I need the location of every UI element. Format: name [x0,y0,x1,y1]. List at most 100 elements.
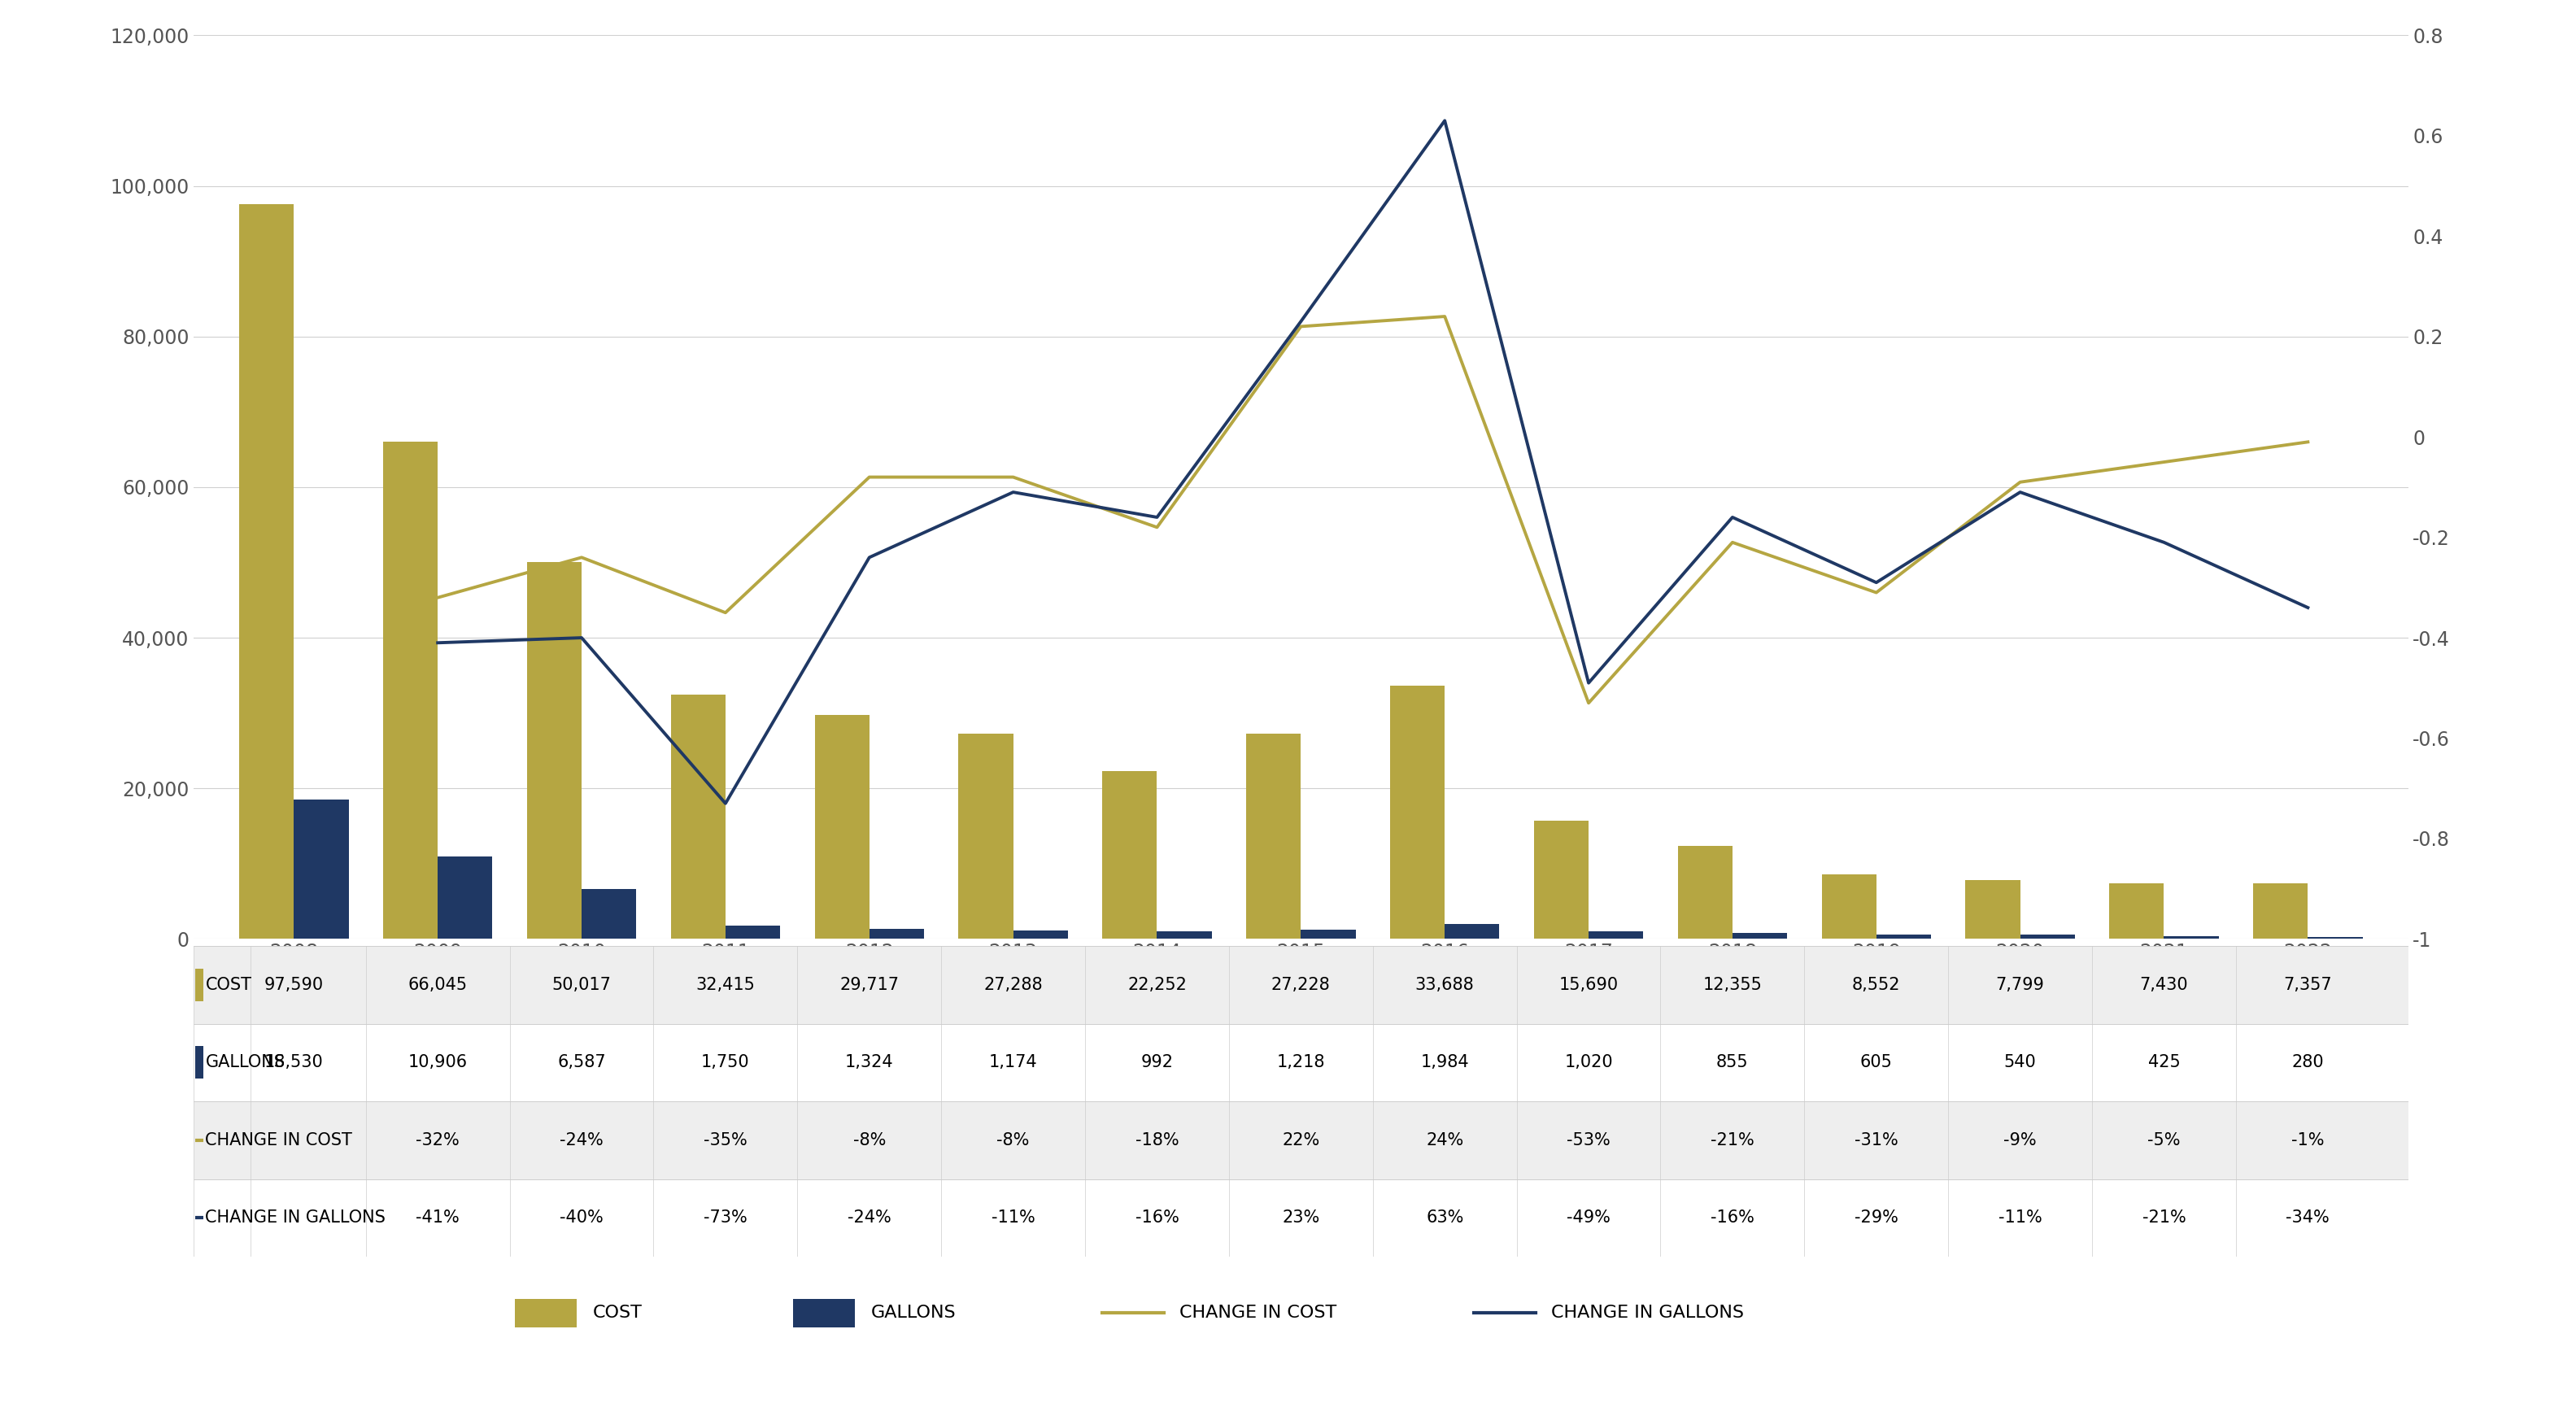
Text: 50,017: 50,017 [551,977,611,993]
Bar [438,857,492,939]
Text: -5%: -5% [2148,1132,2179,1148]
Bar [193,1179,2409,1257]
Text: -53%: -53% [1566,1132,1610,1148]
Bar [1965,880,2020,939]
Text: COST: COST [206,977,252,993]
Bar [1589,932,1643,939]
Bar [240,205,294,939]
Text: 1,174: 1,174 [989,1055,1038,1070]
Text: 10,906: 10,906 [407,1055,466,1070]
Text: 97,590: 97,590 [265,977,325,993]
Text: 22%: 22% [1283,1132,1319,1148]
Text: -41%: -41% [415,1210,459,1226]
Text: 29,717: 29,717 [840,977,899,993]
Text: 66,045: 66,045 [407,977,466,993]
Bar [868,929,925,939]
Text: GALLONS: GALLONS [871,1305,956,1322]
Text: 7,799: 7,799 [1996,977,2045,993]
Bar [384,442,438,939]
Text: 992: 992 [1141,1055,1172,1070]
Text: 1,218: 1,218 [1278,1055,1324,1070]
Bar [2020,935,2074,939]
Bar [2308,938,2362,939]
Bar [1012,931,1069,939]
Bar [294,799,348,939]
Text: 15,690: 15,690 [1558,977,1618,993]
Text: CHANGE IN COST: CHANGE IN COST [206,1132,353,1148]
Text: -35%: -35% [703,1132,747,1148]
Text: CHANGE IN GALLONS: CHANGE IN GALLONS [206,1210,386,1226]
Bar [1875,935,1932,939]
Text: -18%: -18% [1136,1132,1180,1148]
Text: 8,552: 8,552 [1852,977,1901,993]
Bar [528,562,582,939]
Bar [1391,685,1445,939]
Text: 605: 605 [1860,1055,1893,1070]
Text: 7,430: 7,430 [2141,977,2187,993]
Bar [1821,874,1875,939]
Text: 27,288: 27,288 [984,977,1043,993]
Text: -34%: -34% [2285,1210,2329,1226]
Text: -11%: -11% [1999,1210,2043,1226]
Bar [958,733,1012,939]
Text: -8%: -8% [997,1132,1030,1148]
Bar [193,946,2409,1024]
Text: -11%: -11% [992,1210,1036,1226]
Bar [1445,923,1499,939]
Text: -1%: -1% [2293,1132,2324,1148]
Bar [582,890,636,939]
Bar [793,1299,855,1327]
Bar [193,1024,2409,1101]
Text: 1,984: 1,984 [1419,1055,1468,1070]
Text: 27,228: 27,228 [1273,977,1329,993]
Text: 32,415: 32,415 [696,977,755,993]
Bar [2110,882,2164,939]
Text: 23%: 23% [1283,1210,1319,1226]
Bar [193,1101,2409,1179]
Bar [726,926,781,939]
Text: 280: 280 [2293,1055,2324,1070]
Text: -40%: -40% [559,1210,603,1226]
Text: -29%: -29% [1855,1210,1899,1226]
Bar [1247,734,1301,939]
Text: 22,252: 22,252 [1128,977,1188,993]
Text: 12,355: 12,355 [1703,977,1762,993]
Text: -24%: -24% [848,1210,891,1226]
Text: -49%: -49% [1566,1210,1610,1226]
Text: CHANGE IN GALLONS: CHANGE IN GALLONS [1551,1305,1744,1322]
Text: 1,750: 1,750 [701,1055,750,1070]
Text: 6,587: 6,587 [556,1055,605,1070]
Text: COST: COST [592,1305,641,1322]
Bar [2254,884,2308,939]
Text: 425: 425 [2148,1055,2179,1070]
Text: 63%: 63% [1427,1210,1463,1226]
Text: 540: 540 [2004,1055,2035,1070]
Bar [1677,846,1734,939]
Bar [1301,931,1355,939]
Text: GALLONS: GALLONS [206,1055,286,1070]
Bar [670,695,726,939]
Text: -8%: -8% [853,1132,886,1148]
Text: -16%: -16% [1710,1210,1754,1226]
Bar [515,1299,577,1327]
Text: 33,688: 33,688 [1414,977,1473,993]
Bar [196,969,204,1001]
Text: 7,357: 7,357 [2282,977,2331,993]
Bar [1103,771,1157,939]
Text: 18,530: 18,530 [265,1055,325,1070]
Text: -21%: -21% [1710,1132,1754,1148]
Text: -31%: -31% [1855,1132,1899,1148]
Text: 1,020: 1,020 [1564,1055,1613,1070]
Text: 24%: 24% [1427,1132,1463,1148]
Bar [1157,932,1211,939]
Text: -32%: -32% [415,1132,459,1148]
Text: -16%: -16% [1136,1210,1180,1226]
Bar [196,1046,204,1079]
Text: -21%: -21% [2143,1210,2187,1226]
Bar [2164,936,2218,939]
Bar [1734,932,1788,939]
Text: 855: 855 [1716,1055,1749,1070]
Text: CHANGE IN COST: CHANGE IN COST [1180,1305,1337,1322]
Bar [1533,820,1589,939]
Bar [814,716,868,939]
